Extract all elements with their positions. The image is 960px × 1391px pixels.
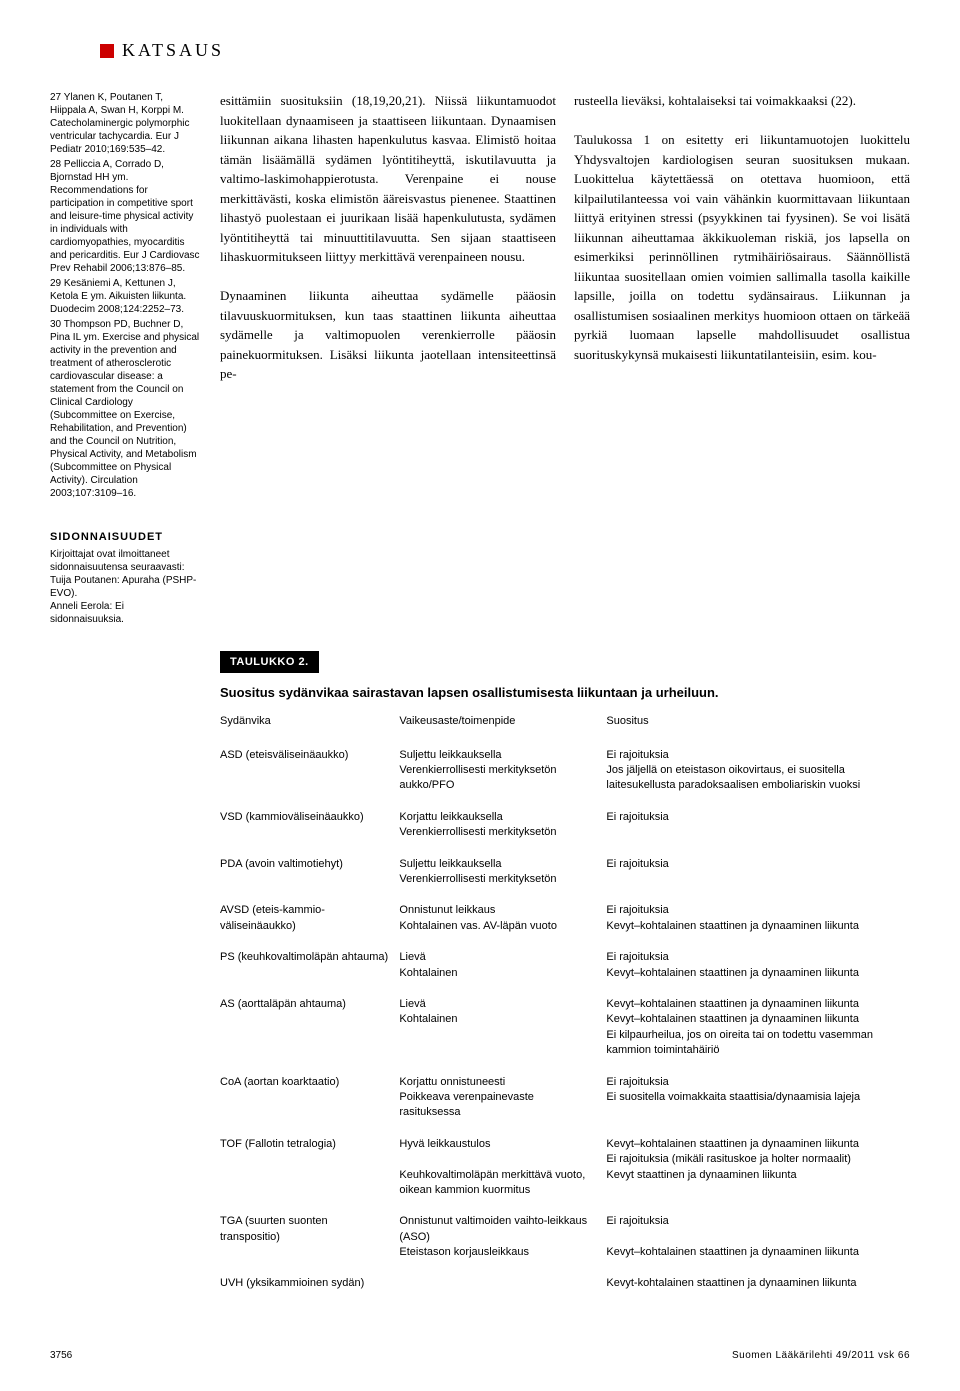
table-cell: Korjattu onnistuneesti Poikkeava verenpa… (399, 1067, 606, 1129)
table-title: Suositus sydänvikaa sairastavan lapsen o… (220, 673, 910, 708)
body-paragraph: esittämiin suosituksiin (18,19,20,21). N… (220, 91, 556, 384)
table-cell: Kevyt–kohtalainen staattinen ja dynaamin… (606, 1129, 910, 1207)
table-header-row: Sydänvika Vaikeusaste/toimenpide Suositu… (220, 708, 910, 739)
table-label: TAULUKKO 2. (220, 651, 319, 673)
page-number: 3756 (50, 1350, 72, 1361)
table-cell: Hyvä leikkaustulos Keuhkovaltimoläpän me… (399, 1129, 606, 1207)
table-body: ASD (eteisväliseinäaukko)Suljettu leikka… (220, 740, 910, 1300)
table-row: UVH (yksikammioinen sydän) Kevyt-kohtalai… (220, 1268, 910, 1299)
table-cell: AS (aorttaläpän ahtauma) (220, 989, 399, 1067)
table-cell: TGA (suurten suonten transpositio) (220, 1206, 399, 1268)
recommendation-table: Sydänvika Vaikeusaste/toimenpide Suositu… (220, 708, 910, 1300)
table-cell: Ei rajoituksia Kevyt–kohtalainen staatti… (606, 942, 910, 989)
page-footer: 3756 Suomen Lääkärilehti 49/2011 vsk 66 (50, 1350, 910, 1361)
body-content: esittämiin suosituksiin (18,19,20,21). N… (220, 91, 910, 626)
table-row: ASD (eteisväliseinäaukko)Suljettu leikka… (220, 740, 910, 802)
table-row: PDA (avoin valtimotiehyt)Suljettu leikka… (220, 849, 910, 896)
table-row: CoA (aortan koarktaatio)Korjattu onnistu… (220, 1067, 910, 1129)
table-row: AS (aorttaläpän ahtauma)Lievä Kohtalaine… (220, 989, 910, 1067)
table-cell: TOF (Fallotin tetralogia) (220, 1129, 399, 1207)
body-column-1: esittämiin suosituksiin (18,19,20,21). N… (220, 91, 556, 626)
table-cell: Ei rajoituksia Jos jäljellä on eteistaso… (606, 740, 910, 802)
disclosure-header: SIDONNAISUUDET (50, 530, 200, 544)
table-header: Sydänvika (220, 708, 399, 739)
reference-item: 29 Kesäniemi A, Kettunen J, Ketola E ym.… (50, 277, 200, 316)
table-row: TOF (Fallotin tetralogia)Hyvä leikkaustu… (220, 1129, 910, 1207)
table-cell: Ei rajoituksia Kevyt–kohtalainen staatti… (606, 1206, 910, 1268)
table-cell: AVSD (eteis-kammio-väliseinäaukko) (220, 895, 399, 942)
table-cell: PDA (avoin valtimotiehyt) (220, 849, 399, 896)
table-cell: Suljettu leikkauksella Verenkierrollises… (399, 849, 606, 896)
table-cell: Ei rajoituksia (606, 849, 910, 896)
table-row: TGA (suurten suonten transpositio)Onnist… (220, 1206, 910, 1268)
table-header: Suositus (606, 708, 910, 739)
table-cell: Korjattu leikkauksella Verenkierrollises… (399, 802, 606, 849)
table-cell: UVH (yksikammioinen sydän) (220, 1268, 399, 1299)
references-list: 27 Ylanen K, Poutanen T, Hiippala A, Swa… (50, 91, 200, 500)
table-cell: Ei rajoituksia Kevyt–kohtalainen staatti… (606, 895, 910, 942)
body-column-2: rusteella lieväksi, kohtalaiseksi tai vo… (574, 91, 910, 626)
table-cell: Kevyt-kohtalainen staattinen ja dynaamin… (606, 1268, 910, 1299)
table-cell: Ei rajoituksia (606, 802, 910, 849)
section-label: KATSAUS (122, 40, 224, 61)
table-cell: Lievä Kohtalainen (399, 942, 606, 989)
table-row: PS (keuhkovaltimoläpän ahtauma)Lievä Koh… (220, 942, 910, 989)
disclosure-section: SIDONNAISUUDET Kirjoittajat ovat ilmoitt… (50, 530, 200, 626)
disclosure-text: Kirjoittajat ovat ilmoittaneet sidonnais… (50, 548, 200, 626)
table-cell: Onnistunut leikkaus Kohtalainen vas. AV-… (399, 895, 606, 942)
table-cell: PS (keuhkovaltimoläpän ahtauma) (220, 942, 399, 989)
section-header: KATSAUS (100, 40, 910, 61)
table-section: TAULUKKO 2. Suositus sydänvikaa sairasta… (220, 651, 910, 1300)
table-cell: ASD (eteisväliseinäaukko) (220, 740, 399, 802)
left-sidebar: 27 Ylanen K, Poutanen T, Hiippala A, Swa… (50, 91, 200, 626)
table-cell: CoA (aortan koarktaatio) (220, 1067, 399, 1129)
table-header: Vaikeusaste/toimenpide (399, 708, 606, 739)
table-row: VSD (kammioväliseinäaukko)Korjattu leikk… (220, 802, 910, 849)
journal-info: Suomen Lääkärilehti 49/2011 vsk 66 (732, 1350, 910, 1361)
table-cell: Lievä Kohtalainen (399, 989, 606, 1067)
reference-item: 27 Ylanen K, Poutanen T, Hiippala A, Swa… (50, 91, 200, 156)
main-layout: 27 Ylanen K, Poutanen T, Hiippala A, Swa… (50, 91, 910, 626)
table-cell: Ei rajoituksia Ei suositella voimakkaita… (606, 1067, 910, 1129)
table-row: AVSD (eteis-kammio-väliseinäaukko)Onnist… (220, 895, 910, 942)
table-cell: Suljettu leikkauksella Verenkierrollises… (399, 740, 606, 802)
table-cell (399, 1268, 606, 1299)
reference-item: 30 Thompson PD, Buchner D, Pina IL ym. E… (50, 318, 200, 500)
marker-icon (100, 44, 114, 58)
table-cell: VSD (kammioväliseinäaukko) (220, 802, 399, 849)
table-cell: Onnistunut valtimoiden vaihto-leikkaus (… (399, 1206, 606, 1268)
table-section-wrapper: TAULUKKO 2. Suositus sydänvikaa sairasta… (220, 651, 910, 1300)
reference-item: 28 Pelliccia A, Corrado D, Bjornstad HH … (50, 158, 200, 275)
table-cell: Kevyt–kohtalainen staattinen ja dynaamin… (606, 989, 910, 1067)
body-paragraph: rusteella lieväksi, kohtalaiseksi tai vo… (574, 91, 910, 364)
